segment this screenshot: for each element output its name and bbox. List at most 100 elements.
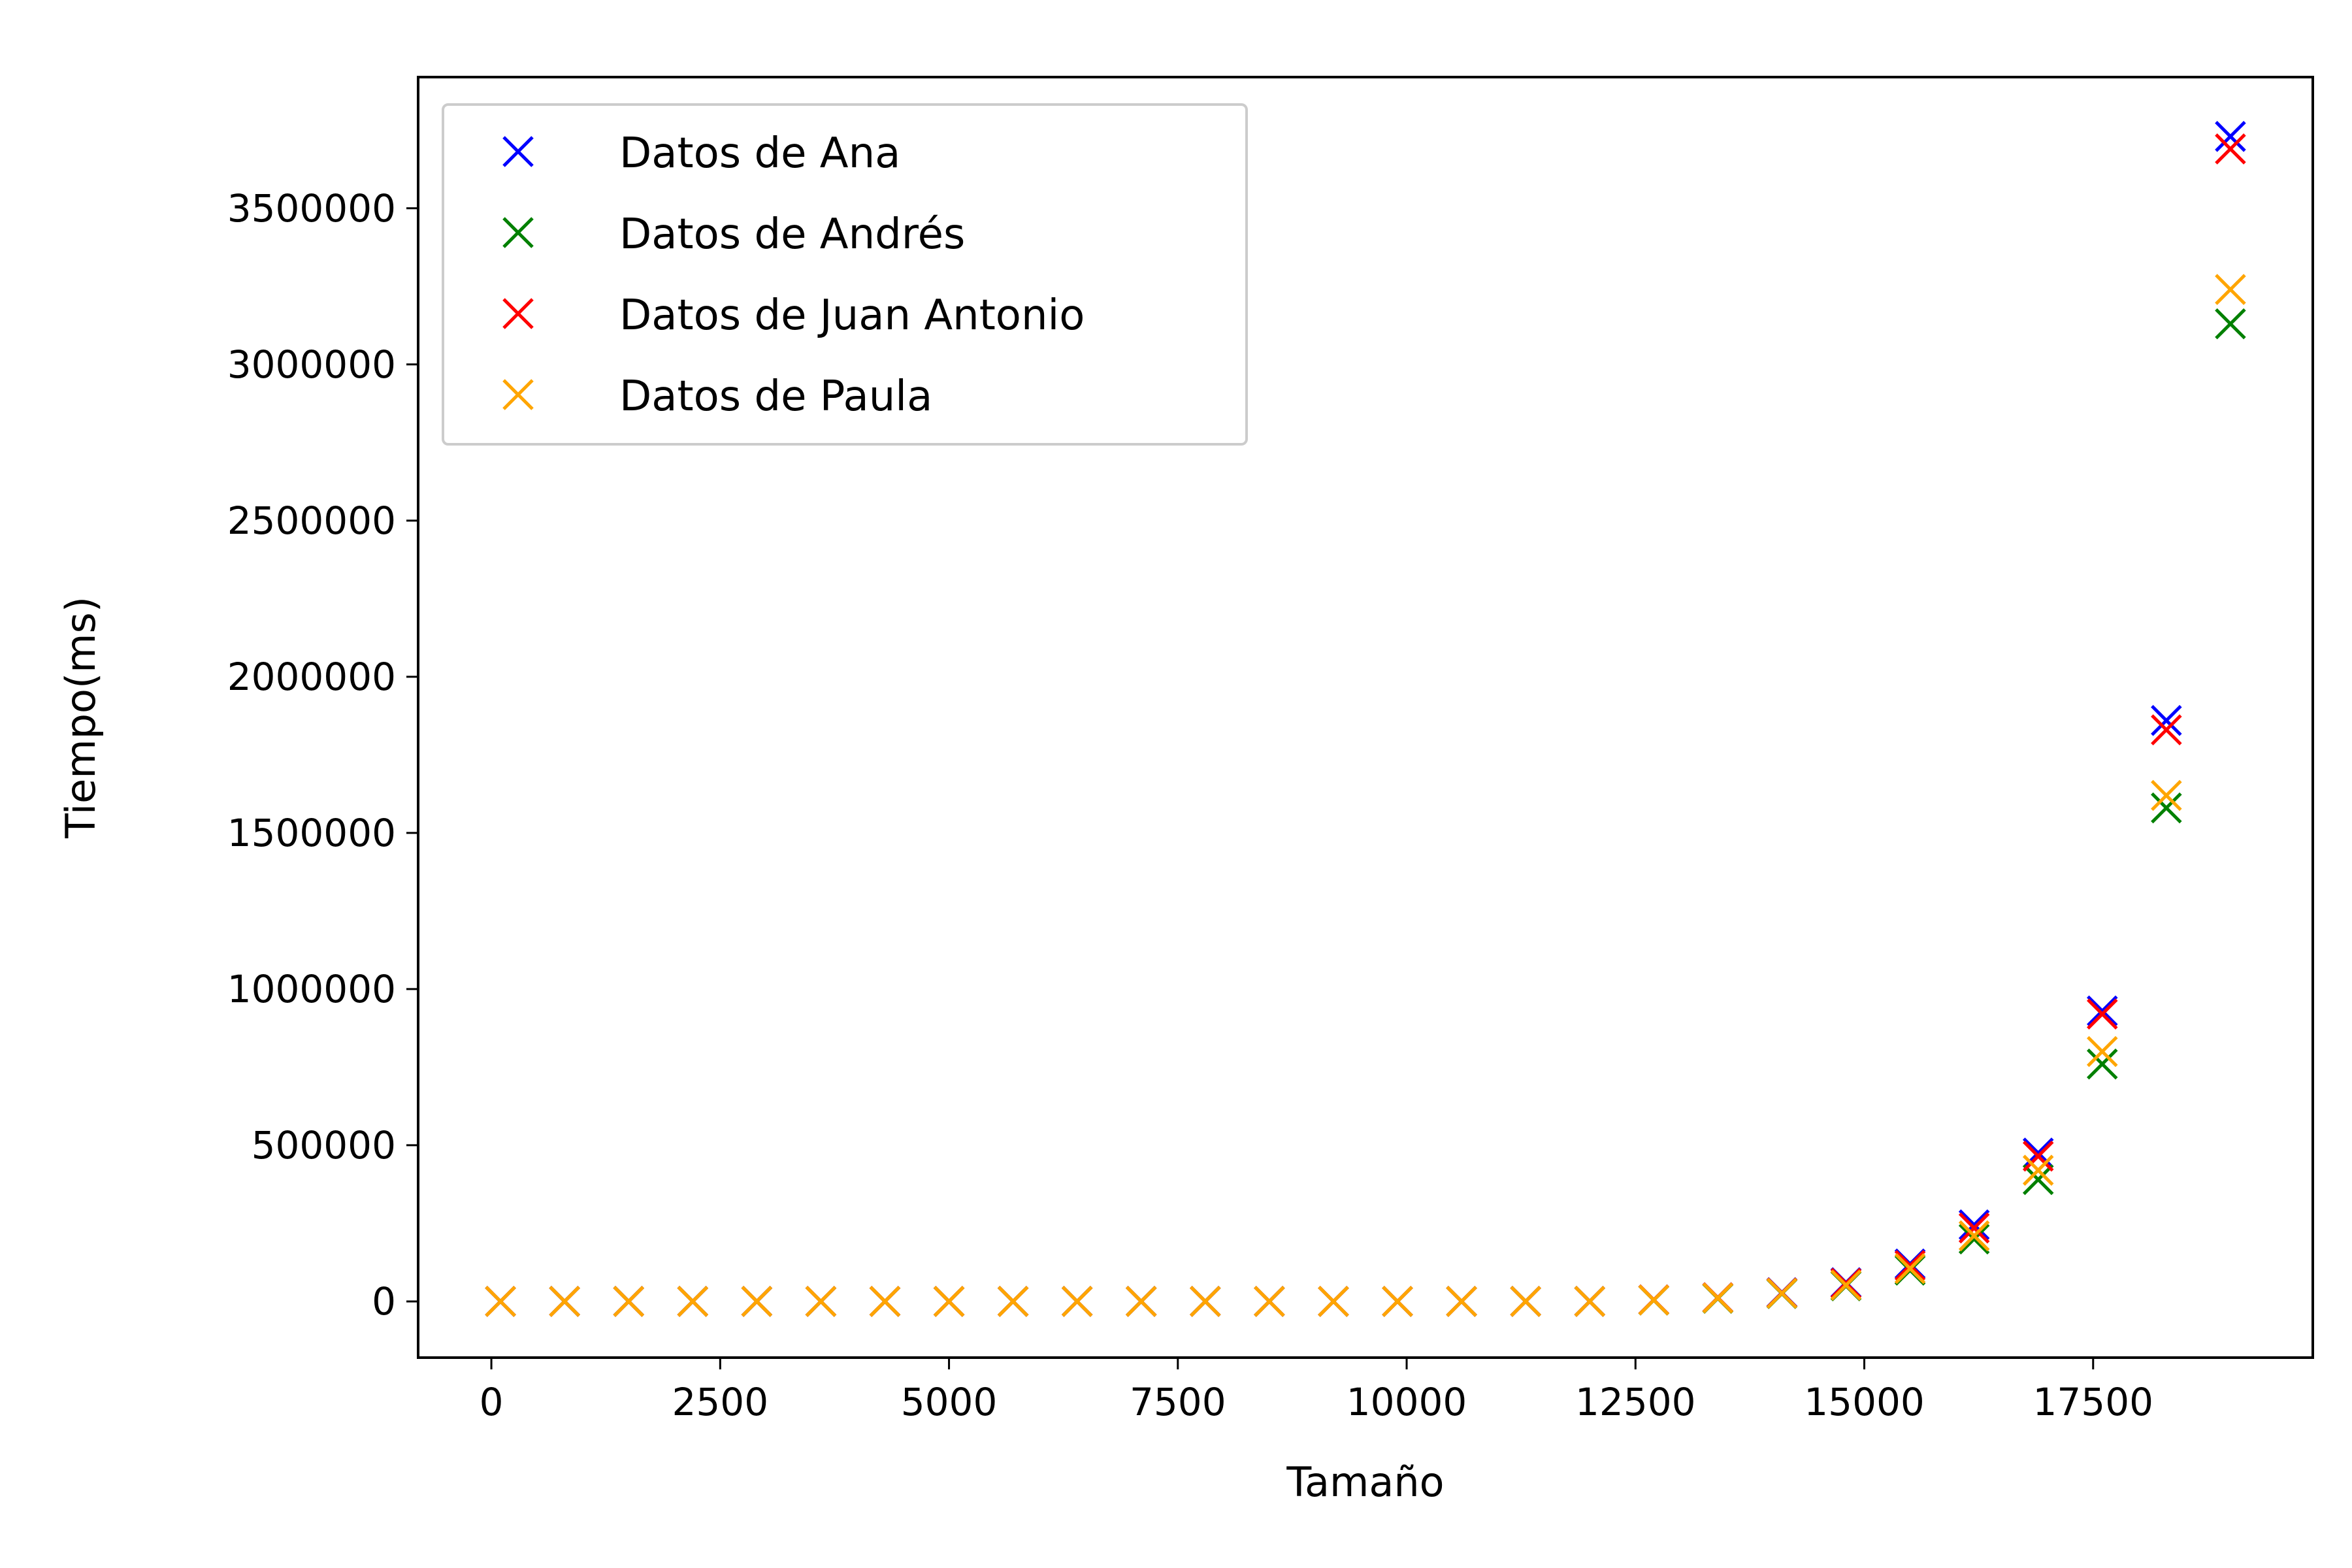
- legend: Datos de Ana Datos de Andrés Datos de Juan…: [442, 103, 1248, 446]
- marker-stroke: [1958, 1209, 1990, 1241]
- marker-stroke: [2151, 779, 2182, 811]
- data-point: [1125, 1286, 1157, 1317]
- marker-stroke: [1958, 1223, 1990, 1255]
- marker-stroke: [502, 379, 534, 410]
- legend-label: Datos de Paula: [619, 372, 932, 421]
- data-point: [1061, 1286, 1093, 1317]
- legend-label: Datos de Ana: [619, 129, 900, 178]
- marker-stroke: [741, 1286, 773, 1317]
- marker-stroke: [2215, 121, 2246, 152]
- series-datos-de-paula: [485, 274, 2246, 1317]
- plot-frame: [417, 76, 2314, 1359]
- marker-stroke: [1061, 1286, 1093, 1317]
- data-point: [869, 1286, 901, 1317]
- marker-stroke: [2151, 705, 2182, 736]
- x-tick-label: 12500: [1575, 1380, 1696, 1424]
- data-point: [1894, 1250, 1926, 1281]
- data-point: [485, 1286, 516, 1317]
- data-point: [2022, 1140, 2054, 1172]
- y-tick-label: 3500000: [227, 186, 396, 231]
- marker-stroke: [1190, 1286, 1221, 1317]
- data-point: [1766, 1277, 1798, 1309]
- marker-stroke: [2087, 1036, 2118, 1068]
- marker-stroke: [1254, 1286, 1285, 1317]
- marker-stroke: [1830, 1269, 1862, 1301]
- x-tick-label: 17500: [2033, 1380, 2154, 1424]
- data-point: [1510, 1286, 1541, 1317]
- marker-stroke: [1702, 1282, 1734, 1314]
- marker-stroke: [2215, 308, 2246, 340]
- data-point: [549, 1286, 580, 1317]
- marker-stroke: [1382, 1286, 1413, 1317]
- marker-stroke: [1958, 1220, 1990, 1252]
- data-markers: [485, 121, 2246, 1317]
- data-point: [2151, 792, 2182, 824]
- x-tick-label: 15000: [1804, 1380, 1925, 1424]
- data-point: [2087, 995, 2118, 1027]
- marker-stroke: [1958, 1212, 1990, 1244]
- legend-item: Datos de Juan Antonio: [502, 291, 1085, 340]
- marker-stroke: [502, 217, 534, 248]
- data-point: [1702, 1282, 1734, 1314]
- y-tick-label: 1000000: [227, 967, 396, 1011]
- data-point: [2022, 1154, 2054, 1186]
- marker-stroke: [1766, 1277, 1798, 1309]
- data-point: [1830, 1269, 1862, 1301]
- marker-stroke: [613, 1286, 644, 1317]
- data-point: [2022, 1164, 2054, 1196]
- marker-stroke: [1125, 1286, 1157, 1317]
- data-point: [2151, 705, 2182, 736]
- marker-stroke: [1574, 1286, 1606, 1317]
- y-tick-label: 1500000: [227, 811, 396, 855]
- data-point: [1958, 1209, 1990, 1241]
- data-point: [997, 1286, 1029, 1317]
- data-point: [1958, 1223, 1990, 1255]
- marker-stroke: [2087, 998, 2118, 1030]
- marker-stroke: [869, 1286, 901, 1317]
- data-point: [805, 1286, 837, 1317]
- data-point: [1190, 1286, 1221, 1317]
- marker-stroke: [502, 298, 534, 329]
- y-tick-label: 0: [372, 1279, 396, 1324]
- y-axis-label: Tiempo(ms): [57, 596, 105, 839]
- data-point: [677, 1286, 709, 1317]
- marker-stroke: [933, 1286, 965, 1317]
- data-point: [1318, 1286, 1349, 1317]
- marker-stroke: [485, 1286, 516, 1317]
- data-point: [1894, 1252, 1926, 1284]
- x-tick-label: 0: [480, 1380, 504, 1424]
- y-tick-label: 500000: [252, 1123, 396, 1168]
- legend-label: Datos de Andrés: [619, 210, 965, 259]
- legend-item: Datos de Ana: [502, 129, 900, 178]
- data-point: [741, 1286, 773, 1317]
- data-point: [1638, 1284, 1670, 1316]
- marker-stroke: [677, 1286, 709, 1317]
- data-point: [2215, 133, 2246, 165]
- legend-marker: [502, 298, 534, 329]
- marker-stroke: [2022, 1164, 2054, 1196]
- marker-stroke: [502, 136, 534, 167]
- marker-stroke: [805, 1286, 837, 1317]
- data-point: [613, 1286, 644, 1317]
- marker-stroke: [2022, 1154, 2054, 1186]
- marker-stroke: [1894, 1252, 1926, 1284]
- legend-marker: [502, 217, 534, 248]
- legend-box: [442, 103, 1248, 446]
- legend-item: Datos de Andrés: [502, 210, 965, 259]
- data-point: [1382, 1286, 1413, 1317]
- marker-stroke: [2022, 1140, 2054, 1172]
- data-point: [2087, 998, 2118, 1030]
- marker-stroke: [2087, 995, 2118, 1027]
- marker-stroke: [1638, 1284, 1670, 1316]
- y-axis: 0 500000 1000000 1500000 2000000 2500000 30000…: [227, 186, 418, 1324]
- x-tick-label: 10000: [1347, 1380, 1467, 1424]
- marker-stroke: [997, 1286, 1029, 1317]
- x-tick-label: 5000: [901, 1380, 998, 1424]
- data-point: [2151, 779, 2182, 811]
- data-point: [1958, 1212, 1990, 1244]
- data-point: [2215, 274, 2246, 305]
- data-point: [1446, 1286, 1477, 1317]
- data-point: [1254, 1286, 1285, 1317]
- data-point: [1958, 1220, 1990, 1252]
